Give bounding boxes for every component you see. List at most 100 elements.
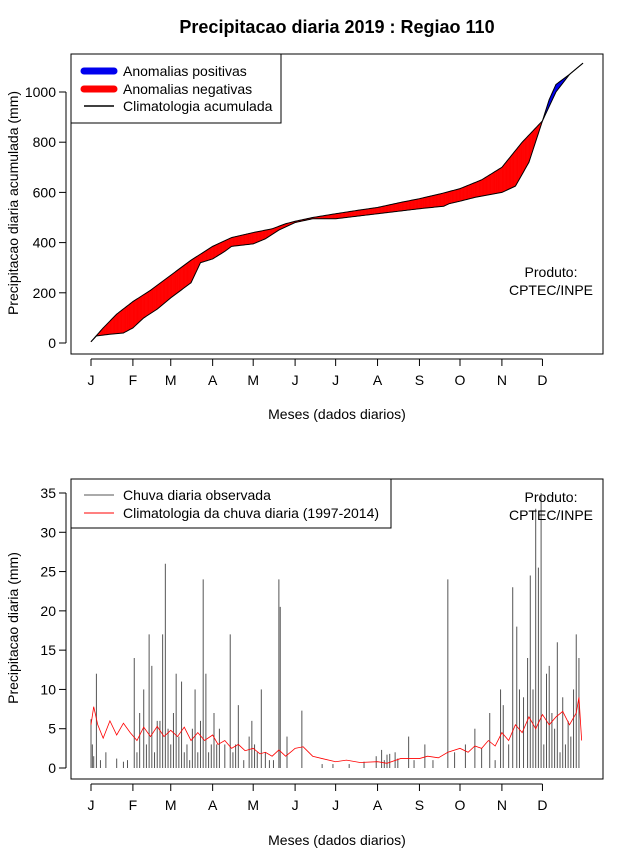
bottom-y-axis-label: Precipitacao diaria (mm) xyxy=(5,552,21,704)
anomaly-segment xyxy=(347,211,350,218)
anomaly-segment xyxy=(221,241,224,254)
anomaly-segment xyxy=(338,212,340,219)
anomaly-segment xyxy=(121,308,124,334)
anomaly-segment xyxy=(504,161,507,192)
anomaly-segment xyxy=(152,286,155,313)
anomaly-segment xyxy=(201,252,204,263)
anomaly-segment xyxy=(225,239,228,251)
anomaly-segment xyxy=(403,201,405,211)
anomaly-segment xyxy=(127,304,130,332)
x-tick-label: O xyxy=(455,372,466,388)
legend-label-daily-climatology: Climatologia da chuva diaria (1997-2014) xyxy=(123,505,379,521)
legend-label-climatology: Climatologia acumulada xyxy=(123,98,273,114)
x-tick-label: D xyxy=(537,372,547,388)
anomaly-segment xyxy=(386,204,389,213)
anomaly-segment xyxy=(342,212,344,219)
anomaly-segment xyxy=(251,232,254,245)
anomaly-segment xyxy=(471,182,474,199)
anomaly-segment xyxy=(116,312,119,334)
anomaly-segment xyxy=(135,298,138,326)
anomaly-segment xyxy=(367,208,370,216)
anomaly-segment xyxy=(334,213,336,219)
anomaly-segment xyxy=(477,180,480,198)
anomaly-segment xyxy=(228,237,231,249)
anomaly-segment xyxy=(239,235,242,246)
anomaly-segment xyxy=(461,187,463,202)
x-tick-label: J xyxy=(88,372,95,388)
anomaly-segment xyxy=(147,290,150,316)
anomaly-segment xyxy=(484,176,486,196)
top-product-label: Produto: xyxy=(525,264,578,280)
anomaly-segment xyxy=(162,279,165,306)
anomaly-segment xyxy=(374,207,377,215)
bottom-product-label: Produto: xyxy=(525,489,578,505)
anomaly-segment xyxy=(493,171,496,195)
anomaly-segment xyxy=(444,191,447,206)
anomaly-segment xyxy=(355,210,358,217)
anomaly-segment xyxy=(113,315,116,335)
anomaly-segment xyxy=(494,170,497,194)
x-tick-label: F xyxy=(129,372,138,388)
anomaly-segment xyxy=(416,198,419,210)
y-tick-label: 800 xyxy=(33,134,57,150)
x-tick-label: J xyxy=(88,797,95,813)
anomaly-segment xyxy=(154,285,157,312)
x-tick-label: J xyxy=(332,372,339,388)
anomaly-segment xyxy=(407,200,409,211)
anomaly-segment xyxy=(177,268,180,294)
anomaly-segment xyxy=(517,144,520,183)
anomaly-segment xyxy=(111,317,113,335)
anomaly-segment xyxy=(189,259,192,285)
anomaly-segment xyxy=(236,235,239,246)
anomaly-segment xyxy=(498,167,501,194)
anomaly-segment xyxy=(507,158,509,191)
anomaly-segment xyxy=(227,238,230,250)
anomaly-segment xyxy=(232,236,235,247)
anomaly-segment xyxy=(132,300,135,329)
anomaly-segment xyxy=(496,169,499,194)
anomaly-segment xyxy=(527,134,530,166)
y-tick-label: 35 xyxy=(40,485,56,501)
anomaly-segment xyxy=(343,212,346,219)
anomaly-segment xyxy=(138,296,140,324)
anomaly-segment xyxy=(129,302,132,330)
anomaly-segment xyxy=(357,209,359,217)
anomaly-segment xyxy=(243,234,246,246)
anomaly-segment xyxy=(202,251,205,263)
anomaly-segment xyxy=(492,171,494,195)
top-product-source: CPTEC/INPE xyxy=(509,282,593,298)
anomaly-segment xyxy=(185,262,188,288)
anomaly-segment xyxy=(170,273,173,299)
anomaly-segment xyxy=(131,301,134,329)
anomaly-segment xyxy=(451,190,454,204)
anomaly-segment xyxy=(409,200,412,211)
anomaly-segment xyxy=(148,289,151,315)
anomaly-segment xyxy=(174,270,177,296)
anomaly-segment xyxy=(413,199,416,210)
anomaly-segment xyxy=(166,276,169,302)
anomaly-segment xyxy=(117,311,120,334)
anomaly-segment xyxy=(262,230,265,241)
anomaly-segment xyxy=(181,265,184,291)
anomaly-segment xyxy=(134,299,136,328)
y-tick-label: 5 xyxy=(48,721,56,737)
anomaly-segment xyxy=(382,205,385,214)
anomaly-segment xyxy=(120,309,123,334)
anomaly-segment xyxy=(381,206,384,214)
anomaly-segment xyxy=(150,288,153,314)
x-tick-label: A xyxy=(208,372,218,388)
anomaly-segment xyxy=(217,242,220,256)
anomaly-segment xyxy=(158,282,161,309)
x-tick-label: J xyxy=(332,797,339,813)
anomaly-segment xyxy=(384,205,386,214)
anomaly-segment xyxy=(108,320,111,335)
anomaly-segment xyxy=(339,212,342,219)
x-tick-label: S xyxy=(415,372,424,388)
anomaly-segment xyxy=(377,206,380,214)
anomaly-segment xyxy=(261,230,263,241)
anomaly-segment xyxy=(370,208,373,215)
anomaly-segment xyxy=(520,141,523,178)
anomaly-segment xyxy=(512,151,515,188)
